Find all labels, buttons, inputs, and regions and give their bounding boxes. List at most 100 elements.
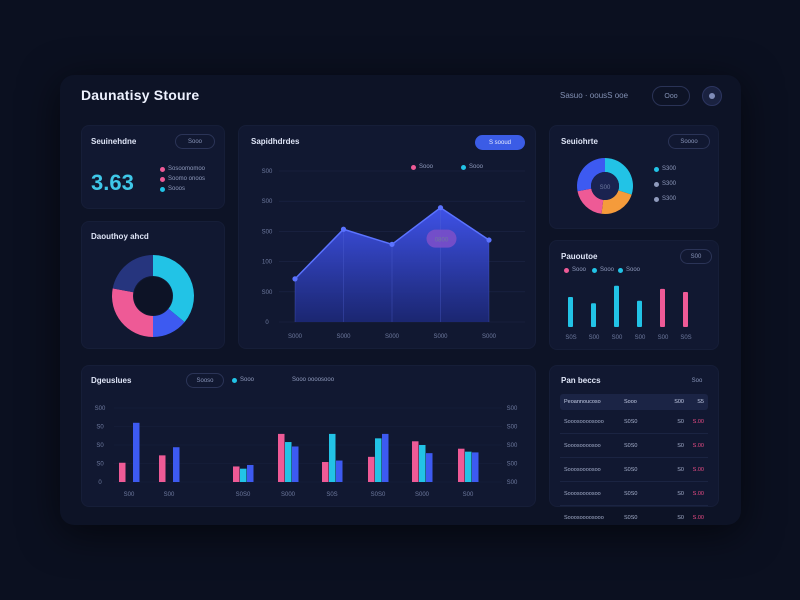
area-tooltip-label: 0800 (435, 238, 449, 244)
table-cell: Sooosoooosoo (564, 490, 601, 497)
table-header-cell: S00 (674, 399, 684, 405)
table-filter-button[interactable]: Soo (691, 377, 703, 384)
bar-y-tick: S0 (96, 443, 104, 449)
kpi-card-title: Seuinehdne (91, 137, 137, 146)
mini-bar-x-tick: S00 (658, 335, 669, 341)
area-point (292, 276, 298, 282)
bar (382, 433, 389, 482)
bar-x-tick: S0S0 (236, 492, 251, 498)
mini-bar-card: Pauoutoe S00 Sooo Sooo Sooo S0S S00 S00 S00… (549, 240, 719, 350)
mini-bar-x-tick: S0S (680, 335, 691, 341)
bar-period-button[interactable]: Sooso (186, 373, 224, 388)
mini-bar-x-tick: S0S (565, 335, 576, 341)
area-y-tick: 0 (265, 320, 269, 326)
donut-slice-1 (153, 308, 185, 337)
pie-center (591, 172, 619, 200)
mini-bar-period-button[interactable]: S00 (680, 249, 712, 264)
table-cell: S0S0 (624, 418, 638, 425)
mini-bar-card-title: Pauoutoe (561, 252, 598, 261)
area-legend-2: Sooo (461, 164, 483, 170)
table-cell: S0 (677, 490, 684, 497)
table-cell: S.00 (692, 490, 704, 497)
area-y-tick: S00 (262, 199, 273, 205)
area-point (340, 226, 347, 232)
table-row[interactable]: Sooosoooosooo S0S0 S0 S.00 (560, 506, 708, 525)
table-row[interactable]: Sooosoooosoo S0S0 S0 S.00 (560, 482, 708, 506)
table-cell: S.00 (692, 466, 704, 473)
bar-y-tick: S0 (96, 425, 104, 431)
table-header-cell: S5 (697, 399, 704, 405)
mini-bar-x-tick: S00 (589, 335, 600, 341)
mini-bar (568, 297, 573, 327)
table-row[interactable]: Sooosoooosoo S0S0 S0 S.00 (560, 458, 708, 482)
header-meta: Sasuo · oousS ooe (560, 91, 629, 100)
pie-card-title: Seuiohrte (561, 137, 598, 146)
pie-period-button[interactable]: Soooo (668, 134, 710, 149)
header-filter-button[interactable]: Ooo (652, 86, 690, 106)
bar (419, 445, 426, 482)
bar (329, 433, 336, 482)
kpi-value: 3.63 (91, 170, 134, 195)
table-cell: Sooosoooosooo (564, 418, 604, 425)
area-action-button[interactable]: S sooud (475, 135, 525, 150)
bar (368, 456, 375, 482)
bar (336, 460, 343, 482)
bar-x-tick: S000 (415, 492, 430, 498)
table-row[interactable]: Sooosoooosooo S0S0 S0 S.00 (560, 410, 708, 434)
table-cell: S.00 (692, 442, 704, 449)
bar (278, 433, 285, 482)
bar-y2-tick: S00 (507, 406, 518, 412)
bar-legend-1: Sooo (232, 377, 254, 383)
area-x-tick: S000 (482, 334, 497, 340)
area-y-tick: S00 (262, 229, 273, 235)
table-cell: S0S0 (624, 466, 638, 473)
bar-card-title: Dgeuslues (91, 376, 132, 385)
avatar[interactable] (702, 86, 722, 106)
area-chart-card: Sapidhdrdes S sooud Sooo Sooo S00 S00 S00 1… (238, 125, 536, 349)
area-y-tick: S00 (262, 290, 273, 296)
bar (247, 464, 254, 482)
area-y-tick: 100 (262, 260, 273, 266)
pie-card: Seuiohrte Soooo S00 S300 S300 S300 (549, 125, 719, 229)
area-x-tick: S000 (385, 334, 400, 340)
pie-legend-3: S300 (654, 196, 676, 202)
bar-legend-2: Sooo oooosooo (292, 377, 335, 383)
bar-x-tick: S0S0 (371, 492, 386, 498)
bar-chart-card: Dgeuslues Sooso Sooo Sooo oooosooo S00 S0… (81, 365, 536, 507)
table-card-title: Pan beccs (561, 376, 601, 385)
bar-x-tick: S0S (326, 492, 337, 498)
bar-y-tick: S0 (96, 462, 104, 468)
donut-hole (134, 277, 172, 315)
mini-bar (614, 285, 619, 327)
table-cell: S0S0 (624, 515, 638, 521)
table-cell: S0S0 (624, 490, 638, 497)
mini-bar-x-tick: S00 (612, 335, 623, 341)
mini-bar (660, 288, 665, 327)
pie-center-label: S00 (600, 185, 611, 191)
table-header-cell: Sooo (624, 399, 637, 405)
mini-bar (591, 303, 596, 327)
table-cell: Sooosoooosoo (564, 442, 601, 449)
area-point (389, 241, 395, 247)
bar (285, 442, 292, 482)
bar (426, 453, 433, 482)
pie-legend-2: S300 (654, 181, 676, 187)
table-cell: Sooosoooosooo (564, 515, 604, 521)
bar-y2-tick: S00 (507, 462, 518, 468)
kpi-card: Seuinehdne Sooo 3.63 Sosoomomoo Soomo on… (81, 125, 225, 209)
bar-y2-tick: S00 (507, 425, 518, 431)
table-row[interactable]: Sooosoooosoo S0S0 S0 S.00 (560, 434, 708, 458)
mini-bar-legend-2: Sooo (592, 267, 614, 273)
area-x-tick: S000 (288, 334, 303, 340)
table-cell: S0S0 (624, 442, 638, 449)
kpi-period-button[interactable]: Sooo (175, 134, 215, 149)
donut-chart (112, 255, 194, 337)
bar (119, 462, 126, 482)
bar-x-tick: S00 (463, 492, 474, 498)
bar-x-tick: S00 (124, 492, 135, 498)
bar-x-tick: S00 (164, 492, 175, 498)
donut-card: Daouthoy ahcd (81, 221, 225, 349)
area-x-tick: S000 (336, 334, 351, 340)
area-x-tick: S000 (433, 334, 448, 340)
pie-legend-1: S300 (654, 166, 676, 172)
